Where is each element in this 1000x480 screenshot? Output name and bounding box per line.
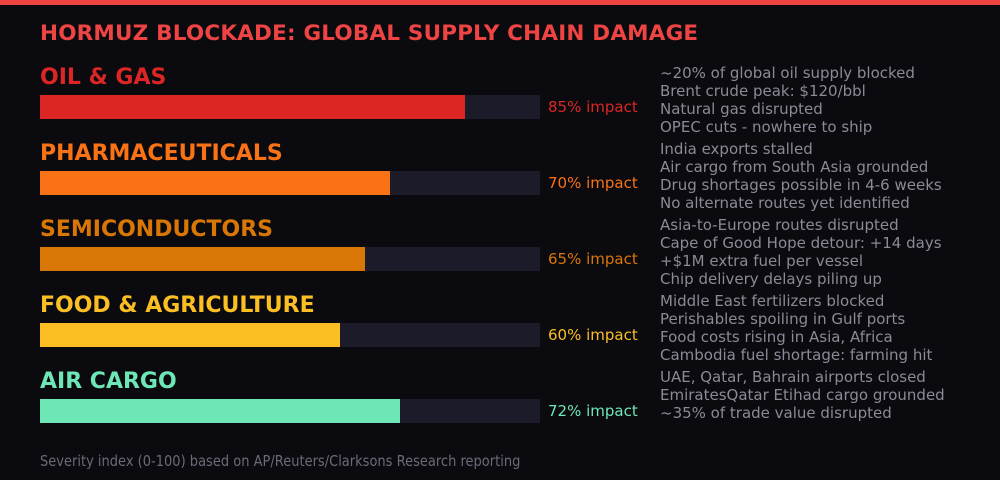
note-line: EmiratesQatar Etihad cargo grounded [660,386,945,404]
bar-track [40,323,540,347]
impact-notes: India exports stalled Air cargo from Sout… [660,140,942,212]
note-line: Cambodia fuel shortage: farming hit [660,346,933,364]
impact-notes: UAE, Qatar, Bahrain airports closed Emira… [660,368,945,422]
category-label: PHARMACEUTICALS [40,141,283,166]
chart-title: HORMUZ BLOCKADE: GLOBAL SUPPLY CHAIN DAM… [40,21,699,46]
note-line: Food costs rising in Asia, Africa [660,328,893,346]
note-line: India exports stalled [660,140,813,158]
footnote: Severity index (0-100) based on AP/Reute… [40,452,521,470]
note-line: Cape of Good Hope detour: +14 days [660,234,942,252]
category-pharmaceuticals: PHARMACEUTICALS India exports stalled Air… [0,140,1000,216]
bar [40,95,465,119]
bar [40,323,340,347]
note-line: OPEC cuts - nowhere to ship [660,118,873,136]
value-label: 85% impact [548,98,638,116]
bar [40,399,400,423]
note-line: ~35% of trade value disrupted [660,404,892,422]
top-accent-bar [0,0,1000,5]
bar [40,171,390,195]
note-line: Middle East fertilizers blocked [660,292,885,310]
note-line: Natural gas disrupted [660,100,823,118]
category-air-cargo: AIR CARGO UAE, Qatar, Bahrain airports c… [0,368,1000,444]
bar-track [40,247,540,271]
bar-track [40,95,540,119]
bar-track [40,171,540,195]
category-label: SEMICONDUCTORS [40,217,273,242]
note-line: No alternate routes yet identified [660,194,910,212]
category-semiconductors: SEMICONDUCTORS Asia-to-Europe routes dis… [0,216,1000,292]
note-line: Brent crude peak: $120/bbl [660,82,866,100]
note-line: Perishables spoiling in Gulf ports [660,310,906,328]
value-label: 70% impact [548,174,638,192]
bar [40,247,365,271]
note-line: UAE, Qatar, Bahrain airports closed [660,368,926,386]
category-label: OIL & GAS [40,65,167,90]
note-line: Air cargo from South Asia grounded [660,158,929,176]
impact-notes: Asia-to-Europe routes disrupted Cape of G… [660,216,942,288]
category-food-agriculture: FOOD & AGRICULTURE Middle East fertilize… [0,292,1000,368]
category-label: FOOD & AGRICULTURE [40,293,315,318]
impact-notes: Middle East fertilizers blocked Perishabl… [660,292,932,364]
note-line: +$1M extra fuel per vessel [660,252,863,270]
note-line: Chip delivery delays piling up [660,270,882,288]
value-label: 65% impact [548,250,638,268]
note-line: Asia-to-Europe routes disrupted [660,216,899,234]
category-oil-gas: OIL & GAS ~20% of global oil supply bloc… [0,64,1000,140]
category-label: AIR CARGO [40,369,177,394]
bar-track [40,399,540,423]
note-line: ~20% of global oil supply blocked [660,64,915,82]
impact-notes: ~20% of global oil supply blocked Brent c… [660,64,915,136]
value-label: 72% impact [548,402,638,420]
value-label: 60% impact [548,326,638,344]
note-line: Drug shortages possible in 4-6 weeks [660,176,942,194]
